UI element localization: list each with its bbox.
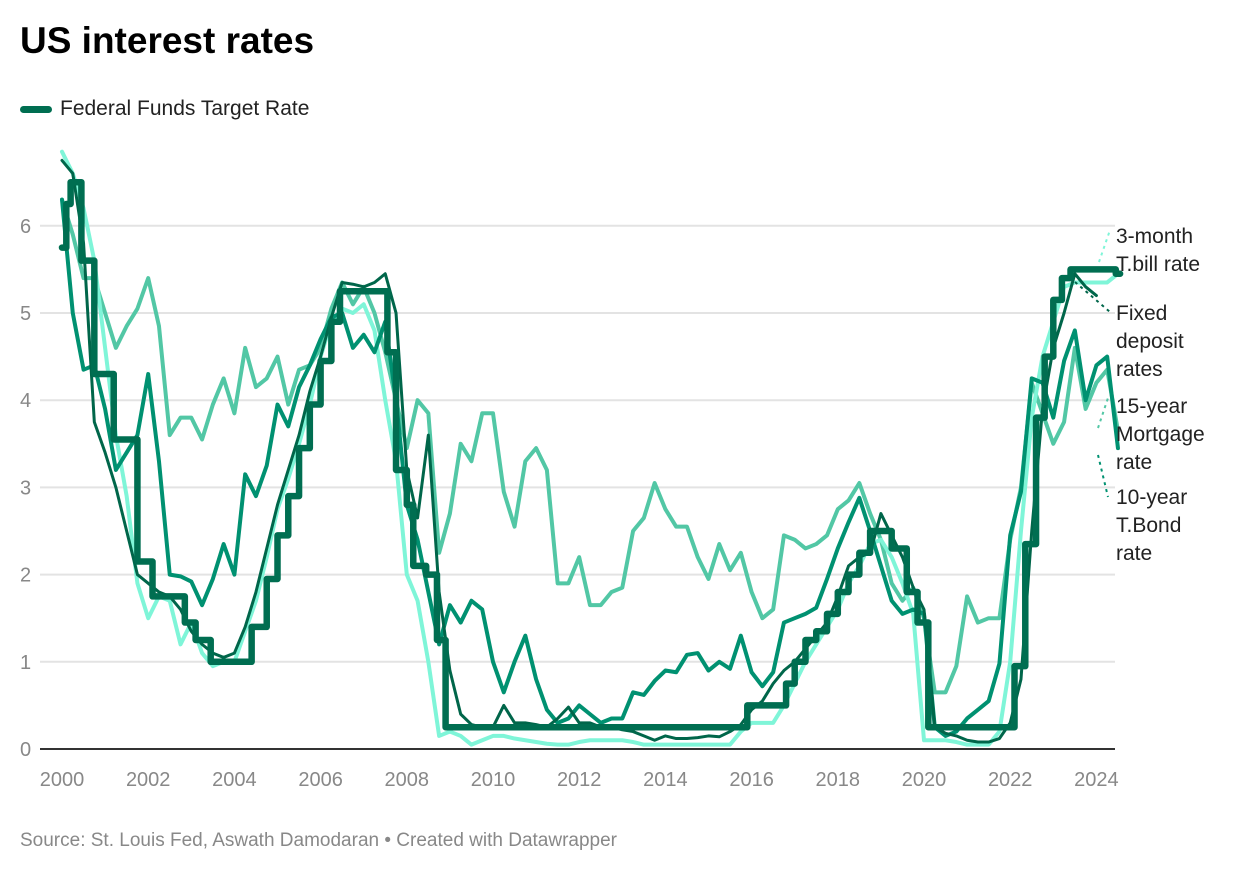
series-label: T.Bond (1116, 514, 1181, 537)
series-label: rate (1116, 542, 1152, 565)
x-tick-label: 2002 (126, 769, 171, 791)
label-leader-line (1098, 229, 1111, 263)
series-label: rates (1116, 358, 1163, 381)
x-tick-label: 2006 (298, 769, 343, 791)
x-tick-label: 2010 (471, 769, 516, 791)
x-tick-label: 2020 (902, 769, 947, 791)
x-tick-label: 2022 (988, 769, 1033, 791)
y-tick-label: 1 (20, 652, 31, 674)
series-label: deposit (1116, 330, 1184, 353)
label-leader-line (1074, 281, 1111, 313)
series-line-fixed-deposit-rates (60, 158, 1098, 744)
series-label: Fixed (1116, 302, 1167, 325)
y-tick-label: 3 (20, 477, 31, 499)
chart-title: US interest rates (20, 20, 315, 61)
series-label: T.bill rate (1116, 253, 1200, 276)
y-tick-label: 0 (20, 739, 31, 761)
y-tick-label: 2 (20, 565, 31, 587)
series-label: Mortgage (1116, 423, 1205, 446)
series-label: 10-year (1116, 486, 1187, 509)
series-label: 15-year (1116, 395, 1187, 418)
legend: Federal Funds Target Rate (20, 97, 309, 121)
legend-swatch-fed-funds (20, 105, 52, 113)
source-note: Source: St. Louis Fed, Aswath Damodaran … (20, 830, 618, 851)
y-tick-label: 6 (20, 216, 31, 238)
x-tick-label: 2008 (385, 769, 430, 791)
series-line-federal-funds-target-rate (58, 178, 1124, 731)
label-leader-line (1097, 454, 1109, 498)
legend-label-fed-funds: Federal Funds Target Rate (60, 97, 310, 120)
x-tick-label: 2016 (729, 769, 774, 791)
series-line-15-year-mortgage-rate (60, 197, 1120, 695)
x-tick-label: 2012 (557, 769, 602, 791)
x-tick-label: 2024 (1074, 769, 1119, 791)
series-label: rate (1116, 451, 1152, 474)
y-tick-label: 4 (20, 390, 31, 412)
x-tick-label: 2018 (816, 769, 861, 791)
x-tick-label: 2014 (643, 769, 688, 791)
label-leader-line (1097, 397, 1109, 429)
y-tick-label: 5 (20, 303, 31, 325)
series-line-3-month-t-bill-rate (60, 149, 1120, 747)
x-tick-label: 2004 (212, 769, 257, 791)
series-line-10-year-t-bond-rate (60, 197, 1120, 738)
series-label: 3-month (1116, 225, 1193, 248)
x-tick-label: 2000 (40, 769, 85, 791)
